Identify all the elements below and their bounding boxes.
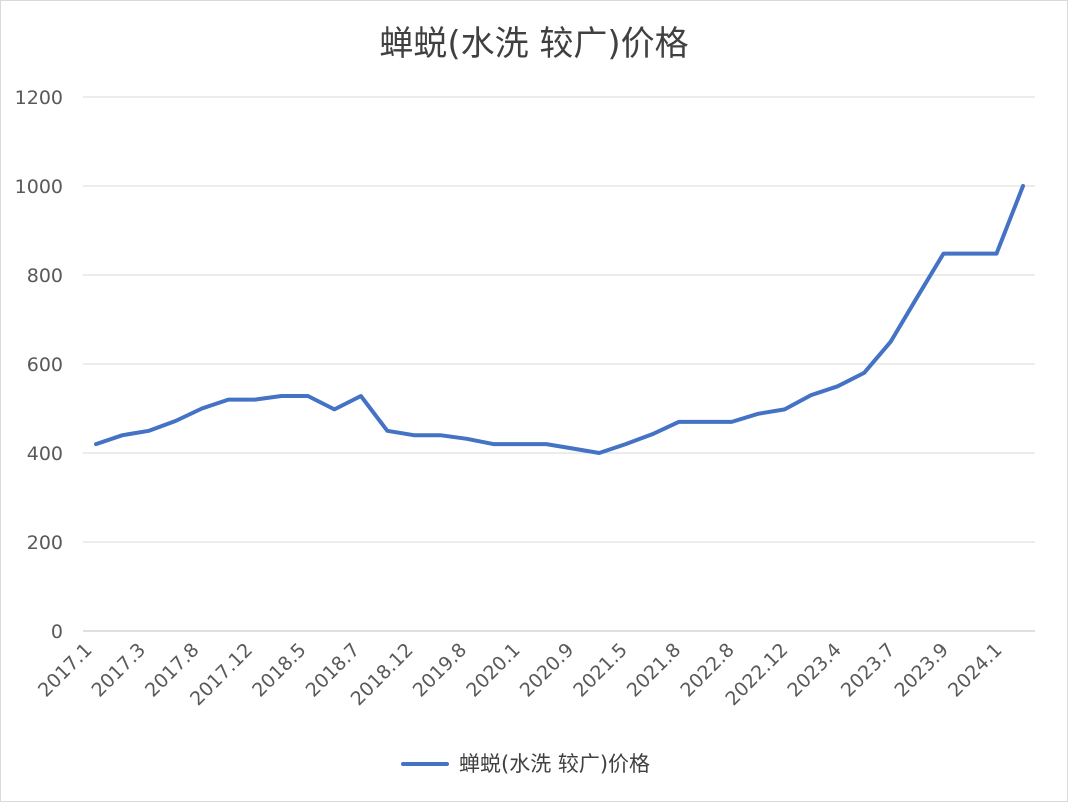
legend: 蝉蜕(水洗 较广)价格 xyxy=(401,752,650,776)
chart-title: 蝉蜕(水洗 较广)价格 xyxy=(379,24,688,64)
x-tick-label: 2019.8 xyxy=(409,639,472,702)
legend-label: 蝉蜕(水洗 较广)价格 xyxy=(459,752,650,776)
x-tick-label: 2021.8 xyxy=(623,639,686,702)
y-axis-ticks: 0 200 400 600 800 1000 1200 xyxy=(15,87,63,643)
y-tick-label: 1200 xyxy=(15,87,63,109)
x-tick-label: 2024.1 xyxy=(944,639,1007,702)
x-tick-label: 2018.5 xyxy=(248,639,311,702)
series-line xyxy=(94,184,1025,455)
y-tick-label: 1000 xyxy=(15,176,63,198)
x-tick-label: 2020.1 xyxy=(462,639,525,702)
y-tick-label: 200 xyxy=(27,532,63,554)
x-tick-label: 2017.3 xyxy=(87,639,150,702)
x-tick-label: 2023.7 xyxy=(837,639,900,702)
x-tick-label: 2023.4 xyxy=(783,639,846,702)
y-tick-label: 800 xyxy=(27,265,63,287)
series-layer xyxy=(94,184,1025,455)
y-tick-label: 0 xyxy=(51,621,63,643)
gridlines xyxy=(83,96,1035,632)
x-axis-ticks: 2017.12017.32017.82017.122018.52018.7201… xyxy=(34,639,1007,710)
x-tick-label: 2023.9 xyxy=(890,639,953,702)
y-tick-label: 400 xyxy=(27,443,63,465)
y-tick-label: 600 xyxy=(27,354,63,376)
x-tick-label: 2017.1 xyxy=(34,639,97,702)
x-tick-label: 2021.5 xyxy=(569,639,632,702)
x-tick-label: 2020.9 xyxy=(516,639,579,702)
